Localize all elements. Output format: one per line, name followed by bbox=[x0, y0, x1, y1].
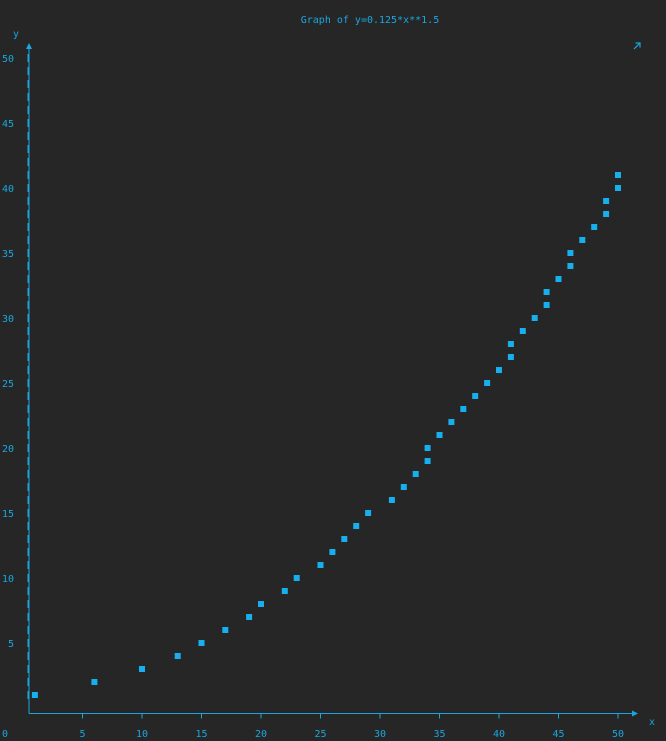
data-point bbox=[139, 666, 145, 672]
data-point bbox=[365, 510, 372, 516]
x-tick-label: 25 bbox=[314, 729, 326, 740]
y-axis-arrowhead bbox=[26, 43, 32, 49]
data-point bbox=[424, 458, 431, 464]
data-point bbox=[388, 497, 395, 503]
data-point bbox=[615, 185, 621, 191]
data-point bbox=[258, 601, 264, 607]
x-tick-label: 50 bbox=[612, 729, 624, 740]
x-tick-label: 20 bbox=[255, 729, 267, 740]
data-point bbox=[31, 692, 38, 698]
y-tick-label: 35 bbox=[2, 249, 14, 260]
data-point bbox=[198, 640, 205, 646]
x-tick-label: 15 bbox=[195, 729, 207, 740]
y-ticks: 5 10 15 20 25 30 35 40 45 50 bbox=[2, 54, 14, 650]
data-point bbox=[496, 367, 502, 373]
data-points bbox=[31, 172, 621, 698]
x-tick-label: 0 bbox=[2, 729, 8, 740]
y-tick-label: 25 bbox=[2, 379, 14, 390]
y-tick-label: 50 bbox=[2, 54, 14, 65]
x-tick-label: 45 bbox=[552, 729, 564, 740]
data-point bbox=[460, 406, 467, 412]
x-tick-label: 35 bbox=[433, 729, 445, 740]
data-point bbox=[567, 263, 574, 269]
y-tick-label: 45 bbox=[2, 119, 14, 130]
y-tick-label: 15 bbox=[2, 509, 14, 520]
data-point bbox=[603, 198, 610, 204]
data-point bbox=[472, 393, 479, 399]
data-point bbox=[293, 575, 300, 581]
data-point bbox=[353, 523, 360, 529]
data-point bbox=[91, 679, 98, 685]
y-tick-label: 10 bbox=[2, 574, 14, 585]
data-point bbox=[543, 302, 550, 308]
x-tick-label: 40 bbox=[493, 729, 505, 740]
y-tick-label: 20 bbox=[2, 444, 14, 455]
data-point bbox=[341, 536, 348, 542]
data-point bbox=[222, 627, 229, 633]
data-point bbox=[174, 653, 181, 659]
y-tick-label: 30 bbox=[2, 314, 14, 325]
y-tick-label: 5 bbox=[8, 639, 14, 650]
y-axis-label: y bbox=[13, 29, 19, 40]
data-point bbox=[555, 276, 562, 282]
data-point bbox=[400, 484, 407, 490]
data-point bbox=[329, 549, 336, 555]
data-point bbox=[531, 315, 538, 321]
data-point bbox=[543, 289, 550, 295]
axes bbox=[26, 43, 638, 717]
data-point bbox=[412, 471, 419, 477]
data-point bbox=[567, 250, 574, 256]
chart-title: Graph of y=0.125*x**1.5 bbox=[301, 15, 439, 26]
data-point bbox=[317, 562, 324, 568]
y-tick-label: 40 bbox=[2, 184, 14, 195]
x-ticks: 0 5 10 15 20 25 30 35 40 45 50 bbox=[2, 713, 624, 740]
data-point bbox=[507, 341, 514, 347]
data-point bbox=[281, 588, 288, 594]
data-point bbox=[424, 445, 431, 451]
data-point bbox=[591, 224, 598, 230]
data-point bbox=[246, 614, 253, 620]
data-point bbox=[615, 172, 621, 178]
x-tick-label: 10 bbox=[136, 729, 148, 740]
x-tick-label: 5 bbox=[79, 729, 85, 740]
data-point bbox=[448, 419, 455, 425]
diagonal-arrow-icon[interactable] bbox=[633, 42, 641, 50]
data-point bbox=[519, 328, 526, 334]
x-axis-label: x bbox=[649, 717, 655, 728]
x-axis-arrowhead bbox=[632, 710, 638, 717]
x-tick-label: 30 bbox=[374, 729, 386, 740]
data-point bbox=[436, 432, 443, 438]
data-point bbox=[507, 354, 514, 360]
data-point bbox=[484, 380, 491, 386]
data-point bbox=[579, 237, 586, 243]
data-point bbox=[603, 211, 610, 217]
